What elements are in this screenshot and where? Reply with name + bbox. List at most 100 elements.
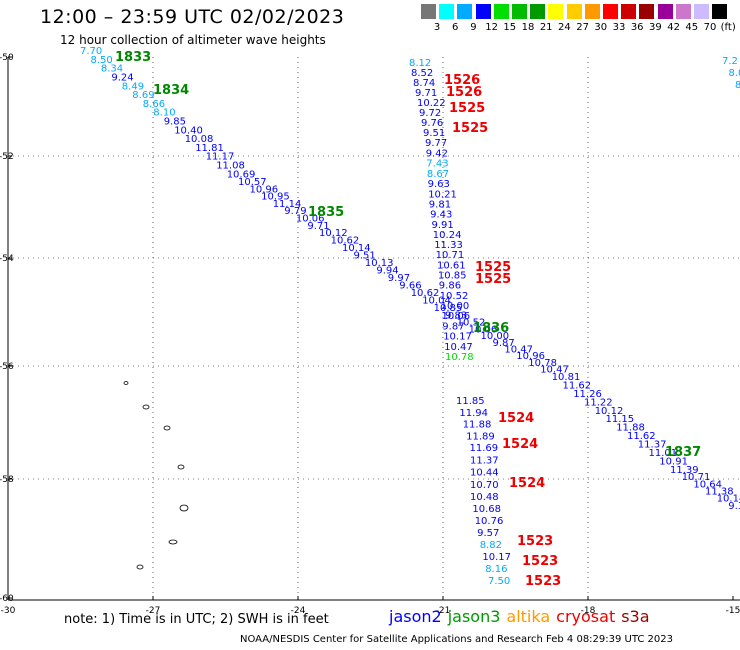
swh-value: 10.21	[428, 189, 457, 200]
legend-label: 70	[703, 22, 717, 33]
swh-value: 10.06	[296, 214, 325, 225]
swh-value: 7.70	[80, 46, 102, 57]
swh-value: 10.76	[475, 516, 504, 527]
island-outline	[123, 381, 129, 385]
swh-value: 8.5	[735, 80, 740, 91]
legend-label: 27	[576, 22, 589, 33]
swh-value: 9.51	[354, 250, 376, 261]
legend-label: 45	[685, 22, 699, 33]
swh-value: 8.49	[122, 81, 144, 92]
swh-value: 8.10	[153, 108, 175, 119]
swh-value: 10.71	[682, 472, 711, 483]
lat-tick-label: -54	[0, 254, 14, 264]
satellite-name: jason3	[447, 607, 501, 626]
swh-value: 11.85	[456, 396, 485, 407]
swh-value: 9.36	[728, 501, 740, 512]
swh-value: 10.44	[470, 468, 499, 479]
satellite-name: cryosat	[556, 607, 616, 626]
legend-swatch	[493, 4, 509, 19]
legend-swatch	[675, 4, 691, 19]
swh-value: 10.69	[227, 169, 256, 180]
swh-value: 10.78	[528, 358, 557, 369]
swh-value: 10.52	[457, 318, 486, 329]
swh-value: 8.50	[91, 55, 113, 66]
lat-tick-label: -50	[0, 53, 14, 63]
swh-value: 11.88	[616, 423, 645, 434]
pass-time-label: 1525	[449, 101, 485, 116]
swh-value: 10.08	[185, 134, 214, 145]
pass-time-label: 1523	[525, 574, 561, 589]
swh-value: 10.40	[174, 125, 203, 136]
legend-swatch	[439, 4, 455, 19]
swh-value: 8.12	[409, 58, 431, 69]
grid-lines	[8, 57, 740, 600]
pass-time-label: 1833	[115, 50, 151, 65]
legend-swatch	[566, 4, 582, 19]
island-outline	[179, 504, 189, 512]
swh-value: 10.13	[365, 258, 394, 269]
legend-swatch	[621, 4, 637, 19]
altimeter-tracks: 7.708.508.349.248.498.698.668.109.8510.4…	[80, 46, 740, 587]
swh-value: 9.72	[419, 108, 441, 119]
swh-value: 9.94	[376, 265, 398, 276]
legend-swatch	[694, 4, 709, 19]
swh-value: 10.24	[433, 230, 462, 241]
pass-time-label: 1525	[452, 121, 488, 136]
island-outline	[168, 539, 178, 545]
lat-tick-label: -60	[0, 594, 14, 604]
swh-value: 10.64	[693, 479, 722, 490]
swh-value: 10.96	[516, 351, 545, 362]
swh-value: 8.82	[480, 540, 502, 551]
lon-tick-label: -15	[726, 606, 740, 616]
swh-value: 9.79	[284, 206, 306, 217]
swh-value: 7.43	[426, 159, 448, 170]
swh-value: 9.81	[429, 200, 451, 211]
map-subtitle: 12 hour collection of altimeter wave hei…	[60, 33, 326, 47]
swh-value: 10.91	[659, 457, 688, 468]
pass-time-label: 1837	[665, 445, 701, 460]
pass-time-label: 1524	[509, 476, 545, 491]
pass-time-label: 1834	[153, 83, 189, 98]
lon-tick-label: -30	[1, 606, 16, 616]
legend-label: 6	[452, 22, 459, 33]
lon-tick-label: -27	[146, 606, 161, 616]
legend-label: 24	[558, 22, 571, 33]
swh-value: 11.37	[638, 440, 667, 451]
legend-swatch	[475, 4, 491, 19]
swh-value: 10.17	[443, 332, 472, 343]
swh-value: 11.17	[206, 152, 235, 163]
swh-value: 10.17	[482, 552, 511, 563]
legend-label: 3	[433, 22, 441, 33]
swh-value: 10.85	[434, 303, 463, 314]
swh-value: 11.39	[670, 465, 699, 476]
swh-value: 11.62	[563, 380, 592, 391]
islands	[123, 381, 189, 570]
swh-value: 11.37	[470, 455, 499, 466]
swh-value: 10.00	[481, 331, 510, 342]
swh-value: 10.12	[319, 228, 348, 239]
swh-value: 10.81	[552, 372, 581, 383]
swh-value: 11.94	[459, 408, 488, 419]
legend-label: 33	[612, 22, 626, 33]
swh-value: 11.33	[434, 240, 463, 251]
swh-value: 9.24	[111, 73, 133, 84]
swh-value: 10.61	[437, 260, 466, 271]
swh-value: 10.52	[440, 291, 469, 302]
swh-value: 10.48	[470, 492, 499, 503]
swh-value: 9.43	[430, 210, 452, 221]
swh-value: 8.0	[729, 68, 740, 79]
swh-value: 9.86	[439, 281, 461, 292]
swh-value: 9.63	[428, 179, 450, 190]
lon-tick-label: -24	[291, 606, 306, 616]
lat-tick-label: -56	[0, 362, 14, 372]
legend-label: 18	[521, 22, 535, 33]
swh-value: 10.12	[595, 406, 624, 417]
map-frame	[7, 57, 740, 601]
island-outline	[177, 464, 185, 470]
legend-label: 39	[649, 22, 662, 33]
swh-value: 10.00	[441, 301, 470, 312]
legend-swatch	[639, 4, 655, 19]
swh-value: 11.15	[606, 414, 635, 425]
satellite-name: altika	[506, 607, 551, 626]
swh-value: 8.69	[132, 90, 154, 101]
